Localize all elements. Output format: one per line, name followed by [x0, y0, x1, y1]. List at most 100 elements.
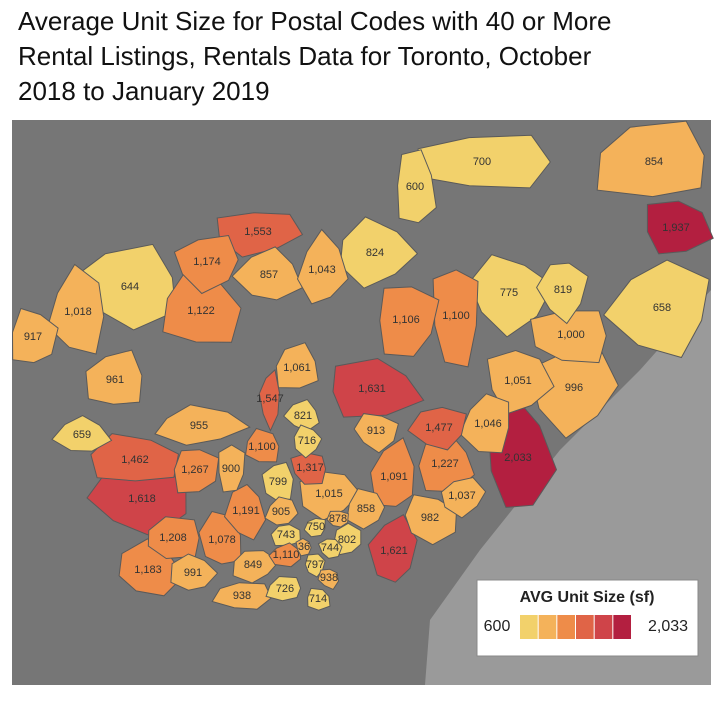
region: [264, 496, 299, 526]
region-label: 1,078: [208, 534, 236, 546]
region-label: 982: [421, 512, 439, 524]
region-label: 797: [306, 559, 324, 571]
region: [173, 449, 220, 494]
region: [407, 406, 467, 451]
region-label: 1,174: [193, 256, 221, 268]
region-label: 2,033: [504, 452, 532, 464]
region-label: 1,061: [283, 362, 311, 374]
region: [223, 483, 267, 541]
region-label: 714: [309, 593, 327, 605]
legend-swatch: [594, 615, 613, 639]
region: [51, 415, 113, 452]
legend-title: AVG Unit Size (sf): [520, 589, 655, 606]
region: [268, 542, 302, 568]
region: [303, 517, 326, 538]
region-label: 1,100: [442, 310, 470, 322]
region: [486, 349, 555, 415]
region-label: 36: [298, 541, 310, 553]
region-label: 750: [307, 521, 325, 533]
region-label: 900: [222, 463, 240, 475]
region: [147, 516, 200, 560]
region: [459, 393, 510, 454]
region-label: 600: [406, 181, 424, 193]
region: [270, 524, 301, 547]
region: [353, 413, 399, 454]
region: [646, 200, 714, 255]
region: [530, 310, 607, 364]
region: [170, 553, 219, 591]
region-label: 1,462: [121, 454, 149, 466]
region-label: 1,046: [474, 418, 502, 430]
region: [332, 357, 425, 418]
region: [317, 568, 340, 591]
legend-swatch: [520, 615, 538, 639]
region: [432, 269, 479, 368]
region: [536, 262, 589, 325]
region-label: 1,000: [557, 329, 585, 341]
region-label: 917: [24, 331, 42, 343]
region-label: 821: [294, 410, 312, 422]
legend-swatches: [520, 615, 631, 639]
region-label: 1,477: [425, 422, 453, 434]
region-label: 1,317: [296, 462, 324, 474]
region-label: 1,091: [380, 471, 408, 483]
region: [258, 368, 280, 432]
region: [290, 452, 327, 485]
legend-max: 2,033: [648, 618, 688, 635]
region-label: 1,122: [187, 305, 215, 317]
legend-swatch: [557, 615, 575, 639]
region: [245, 427, 280, 463]
region-label: 819: [554, 284, 572, 296]
region: [11, 307, 59, 364]
region-label: 824: [366, 247, 384, 259]
region-label: 913: [367, 425, 385, 437]
region-label: 955: [190, 420, 208, 432]
labels: 700 854 600 1,937 1,553 1,174 644 857 1,043 824 77…: [24, 156, 690, 605]
region-label: 744: [321, 542, 339, 554]
region-label: 961: [106, 374, 124, 386]
region-label: 849: [244, 559, 262, 571]
region-label: 854: [645, 156, 663, 168]
region-label: 1,621: [380, 545, 408, 557]
regions: [11, 120, 714, 611]
region-label: 1,110: [273, 549, 300, 561]
region: [404, 494, 458, 546]
region-label: 726: [276, 583, 294, 595]
title-line: Rental Listings, Rentals Data for Toront…: [18, 41, 592, 71]
region-label: 700: [473, 156, 491, 168]
region: [90, 433, 180, 482]
region: [307, 587, 331, 611]
legend-swatch: [613, 615, 631, 639]
region-label: 996: [565, 382, 583, 394]
region-label: 1,100: [248, 441, 276, 453]
region: [379, 286, 440, 357]
region-label: 775: [500, 287, 518, 299]
region: [596, 120, 705, 198]
region-label: 1,631: [358, 383, 386, 395]
region: [173, 234, 239, 295]
legend-min: 600: [484, 618, 511, 635]
legend-swatch: [576, 615, 594, 639]
region-label: 905: [272, 506, 290, 518]
region: [211, 582, 273, 610]
region-label: 857: [260, 269, 278, 281]
region-label: 1,227: [431, 458, 459, 470]
region: [296, 228, 349, 305]
region-label: 1,618: [128, 493, 156, 505]
region: [216, 212, 304, 258]
region-label: 938: [233, 590, 251, 602]
region-label: 1,937: [662, 222, 690, 234]
region-label: 1,191: [232, 505, 260, 517]
region: [603, 259, 710, 359]
title-line: 2018 to January 2019: [18, 76, 270, 106]
region-label: 716: [298, 435, 316, 447]
region-label: 858: [357, 503, 375, 515]
region-label: 1,018: [64, 306, 92, 318]
region: [218, 444, 246, 493]
region: [397, 149, 437, 224]
region-label: 659: [73, 429, 91, 441]
region: [440, 476, 487, 519]
region-label: 1,015: [315, 488, 343, 500]
